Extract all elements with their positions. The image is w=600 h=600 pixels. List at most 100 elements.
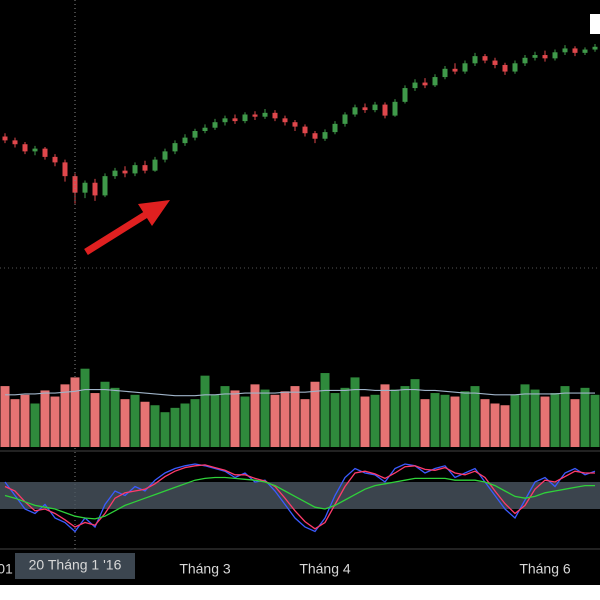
candle-body bbox=[332, 123, 338, 133]
volume-bar bbox=[420, 399, 430, 447]
volume-bar bbox=[110, 387, 120, 447]
candle-body bbox=[312, 133, 318, 139]
x-tick-label: 01 bbox=[0, 561, 13, 577]
volume-bar bbox=[60, 384, 70, 447]
candle-body bbox=[362, 107, 368, 111]
candle-body bbox=[102, 176, 108, 196]
volume-bar bbox=[520, 384, 530, 447]
corner-button[interactable] bbox=[590, 14, 600, 34]
candle-body bbox=[182, 137, 188, 144]
volume-bar bbox=[440, 394, 450, 447]
candle-body bbox=[262, 112, 268, 117]
candle-body bbox=[472, 56, 478, 64]
crosshair-label: 20 Tháng 1 '16 bbox=[29, 557, 122, 573]
candle-body bbox=[212, 122, 218, 128]
candle-body bbox=[142, 165, 148, 171]
candle-body bbox=[252, 114, 258, 117]
candle-body bbox=[122, 170, 128, 174]
volume-bar bbox=[230, 390, 240, 447]
volume-bar bbox=[450, 396, 460, 447]
volume-bar bbox=[90, 393, 100, 447]
candle-body bbox=[502, 64, 508, 72]
x-tick-label: Tháng 3 bbox=[179, 561, 231, 577]
candle-body bbox=[372, 104, 378, 111]
volume-bar bbox=[270, 394, 280, 447]
candle-body bbox=[582, 49, 588, 53]
candle-body bbox=[202, 127, 208, 132]
volume-bar bbox=[280, 391, 290, 447]
volume-bar bbox=[10, 399, 20, 447]
volume-bar bbox=[580, 387, 590, 447]
candle-body bbox=[12, 140, 18, 145]
trend-arrow bbox=[84, 200, 170, 255]
candle-body bbox=[222, 118, 228, 123]
candle-body bbox=[572, 48, 578, 53]
volume-bar bbox=[50, 396, 60, 447]
candle-body bbox=[412, 82, 418, 89]
candle-body bbox=[462, 63, 468, 72]
candle-body bbox=[112, 170, 118, 177]
volume-bar bbox=[590, 394, 600, 447]
volume-bar bbox=[360, 396, 370, 447]
candle-body bbox=[22, 144, 28, 152]
volume-bar bbox=[170, 407, 180, 447]
volume-bar bbox=[510, 394, 520, 447]
volume-bar bbox=[310, 381, 320, 447]
volume-bar bbox=[340, 387, 350, 447]
volume-bar bbox=[400, 386, 410, 447]
candle-body bbox=[522, 57, 528, 64]
volume-bar bbox=[540, 396, 550, 447]
crosshair-label-box bbox=[15, 553, 135, 579]
candle-body bbox=[392, 101, 398, 116]
candle-body bbox=[382, 104, 388, 116]
volume-bar bbox=[370, 394, 380, 447]
candle-body bbox=[552, 52, 558, 59]
x-tick-label: Tháng 4 bbox=[299, 561, 351, 577]
candle-body bbox=[452, 68, 458, 72]
volume-bar bbox=[260, 389, 270, 447]
candle-body bbox=[432, 77, 438, 86]
volume-bar bbox=[320, 373, 330, 447]
volume-bar bbox=[40, 390, 50, 447]
volume-bar bbox=[390, 389, 400, 447]
volume-bar bbox=[220, 386, 230, 447]
volume-bar bbox=[480, 399, 490, 447]
candle-body bbox=[342, 114, 348, 124]
candle-body bbox=[282, 118, 288, 123]
candle-body bbox=[402, 88, 408, 102]
candle-body bbox=[592, 46, 598, 50]
volume-bar bbox=[0, 386, 10, 447]
volume-bar bbox=[430, 393, 440, 447]
oscillator-line bbox=[4, 463, 596, 533]
candle-body bbox=[32, 148, 38, 152]
volume-bar bbox=[530, 389, 540, 447]
volume-average bbox=[5, 388, 595, 397]
volume-bar bbox=[330, 393, 340, 447]
candle-body bbox=[352, 107, 358, 115]
candle-body bbox=[422, 82, 428, 86]
volume-bar bbox=[300, 399, 310, 447]
oscillator-line bbox=[4, 464, 595, 530]
candle-body bbox=[92, 182, 98, 196]
volume-bar bbox=[160, 412, 170, 447]
volume-bar bbox=[200, 375, 210, 447]
candle-body bbox=[162, 151, 168, 160]
volume-bar bbox=[120, 399, 130, 447]
volume-bar bbox=[190, 399, 200, 447]
volume-bar bbox=[570, 399, 580, 447]
candle-body bbox=[242, 114, 248, 122]
candle-body bbox=[512, 63, 518, 72]
volume-bar bbox=[20, 394, 30, 447]
volume-bar bbox=[30, 403, 40, 447]
candle-body bbox=[132, 165, 138, 174]
candle-body bbox=[42, 148, 48, 157]
volume-bar bbox=[470, 386, 480, 447]
volume-bar bbox=[550, 393, 560, 447]
volume-bar bbox=[560, 386, 570, 447]
candle-body bbox=[292, 122, 298, 127]
volume-bar bbox=[150, 405, 160, 447]
candle-body bbox=[492, 60, 498, 65]
volume-bar bbox=[380, 384, 390, 447]
volume-bar bbox=[350, 377, 360, 447]
